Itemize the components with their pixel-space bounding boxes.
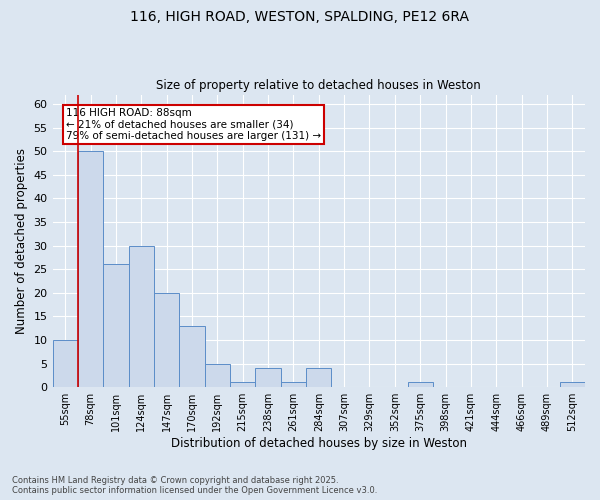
Bar [179,326,205,387]
Text: Contains HM Land Registry data © Crown copyright and database right 2025.
Contai: Contains HM Land Registry data © Crown c… [12,476,377,495]
Bar [560,382,585,387]
Bar [78,151,103,387]
Bar [281,382,306,387]
Bar [154,293,179,387]
Text: 116, HIGH ROAD, WESTON, SPALDING, PE12 6RA: 116, HIGH ROAD, WESTON, SPALDING, PE12 6… [131,10,470,24]
X-axis label: Distribution of detached houses by size in Weston: Distribution of detached houses by size … [171,437,467,450]
Bar [230,382,256,387]
Text: 116 HIGH ROAD: 88sqm
← 21% of detached houses are smaller (34)
79% of semi-detac: 116 HIGH ROAD: 88sqm ← 21% of detached h… [66,108,321,141]
Bar [256,368,281,387]
Bar [306,368,331,387]
Y-axis label: Number of detached properties: Number of detached properties [15,148,28,334]
Bar [205,364,230,387]
Bar [103,264,128,387]
Bar [407,382,433,387]
Title: Size of property relative to detached houses in Weston: Size of property relative to detached ho… [157,79,481,92]
Bar [53,340,78,387]
Bar [128,246,154,387]
